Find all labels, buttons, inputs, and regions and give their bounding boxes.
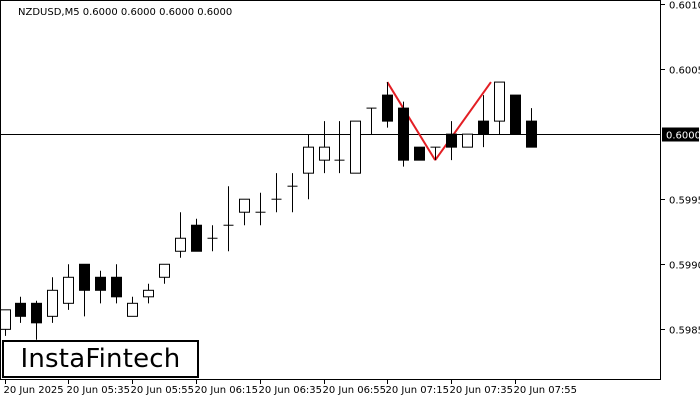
- candle: [175, 212, 186, 258]
- candle: [510, 94, 521, 135]
- x-tick-label: 20 Jun 07:15: [386, 385, 450, 396]
- candle-body-bearish: [15, 302, 26, 317]
- candle: [414, 146, 425, 161]
- candle: [382, 82, 393, 128]
- logo-text: InstaFintech: [20, 344, 181, 374]
- candle-body-bullish: [0, 309, 11, 330]
- pattern-line: [434, 81, 492, 161]
- candle: [462, 133, 473, 148]
- candle: [271, 173, 282, 213]
- candle: [398, 101, 409, 167]
- candle: [334, 121, 345, 174]
- y-tick-label: 0.5985: [669, 326, 700, 337]
- candle: [239, 198, 250, 226]
- candles: [0, 81, 537, 340]
- candle-body-bearish: [79, 263, 90, 291]
- candle: [494, 81, 505, 135]
- candle: [127, 296, 138, 317]
- candle: [63, 264, 74, 310]
- x-tick-label: 20 Jun 05:55: [131, 385, 195, 396]
- candle-body-bullish: [47, 289, 58, 317]
- candle-body-bearish: [526, 120, 537, 148]
- candle: [446, 121, 457, 161]
- candle: [15, 296, 26, 323]
- candle: [303, 134, 314, 200]
- x-tick-label: 20 Jun 06:55: [323, 385, 387, 396]
- time-axis: 20 Jun 2025 20 Jun 05:35 20 Jun 05:55 20 Ju…: [4, 380, 578, 396]
- candle-body-bearish: [510, 94, 521, 135]
- plot-frame: [0, 0, 661, 380]
- candle: [191, 218, 202, 252]
- candle: [207, 225, 218, 252]
- candle-body-bullish: [319, 146, 330, 161]
- current-price-badge: [662, 127, 699, 142]
- x-tick-label: 20 Jun 06:35: [259, 385, 323, 396]
- candle-body-bullish: [350, 120, 361, 174]
- symbol-header: NZDUSD,M5 0.6000 0.6000 0.6000 0.6000: [18, 7, 232, 18]
- y-tick-label: 0.6005: [669, 66, 700, 77]
- candle-body-bullish: [494, 81, 505, 122]
- candle: [47, 277, 58, 323]
- candle: [430, 146, 441, 161]
- candle-body-bullish: [159, 263, 170, 278]
- candle: [223, 186, 234, 252]
- candle: [350, 120, 361, 174]
- candle-body-bearish: [382, 94, 393, 122]
- candle-body-bearish: [31, 302, 42, 324]
- candle: [287, 173, 298, 213]
- candle: [31, 300, 42, 340]
- candle-body-bullish: [239, 198, 250, 213]
- candle: [319, 121, 330, 174]
- candle-body-bullish: [127, 302, 138, 317]
- candle: [366, 107, 377, 135]
- current-price-label: 0.6000: [666, 131, 700, 142]
- candle-body-bearish: [414, 146, 425, 161]
- candle-body-bullish: [462, 133, 473, 148]
- x-tick-label: 20 Jun 05:35: [67, 385, 131, 396]
- candle-body-bearish: [111, 276, 122, 298]
- double-top-pattern: [386, 81, 492, 161]
- candle: [95, 270, 106, 304]
- candle-body-bullish: [143, 289, 154, 298]
- candle-body-bearish: [478, 120, 489, 135]
- candle: [255, 192, 266, 226]
- x-tick-label: 20 Jun 06:15: [195, 385, 259, 396]
- candle: [478, 95, 489, 148]
- candle: [143, 283, 154, 304]
- x-tick-label: 20 Jun 07:55: [514, 385, 578, 396]
- x-tick-label: 20 Jun 2025: [4, 385, 64, 396]
- candle: [111, 264, 122, 304]
- candle-body-bullish: [175, 237, 186, 252]
- candle: [526, 108, 537, 148]
- y-tick-label: 0.5995: [669, 196, 700, 207]
- candle-body-bearish: [191, 224, 202, 252]
- candle-body-bullish: [303, 146, 314, 174]
- candle: [159, 263, 170, 284]
- candle: [0, 309, 11, 336]
- candle-body-bearish: [398, 107, 409, 161]
- candle-body-bearish: [95, 276, 106, 291]
- pattern-line: [386, 81, 437, 161]
- candle-body-bullish: [63, 276, 74, 304]
- candle-body-bearish: [446, 133, 457, 148]
- x-tick-label: 20 Jun 07:35: [450, 385, 514, 396]
- candle: [79, 263, 90, 317]
- instafintech-logo: InstaFintech: [2, 340, 199, 378]
